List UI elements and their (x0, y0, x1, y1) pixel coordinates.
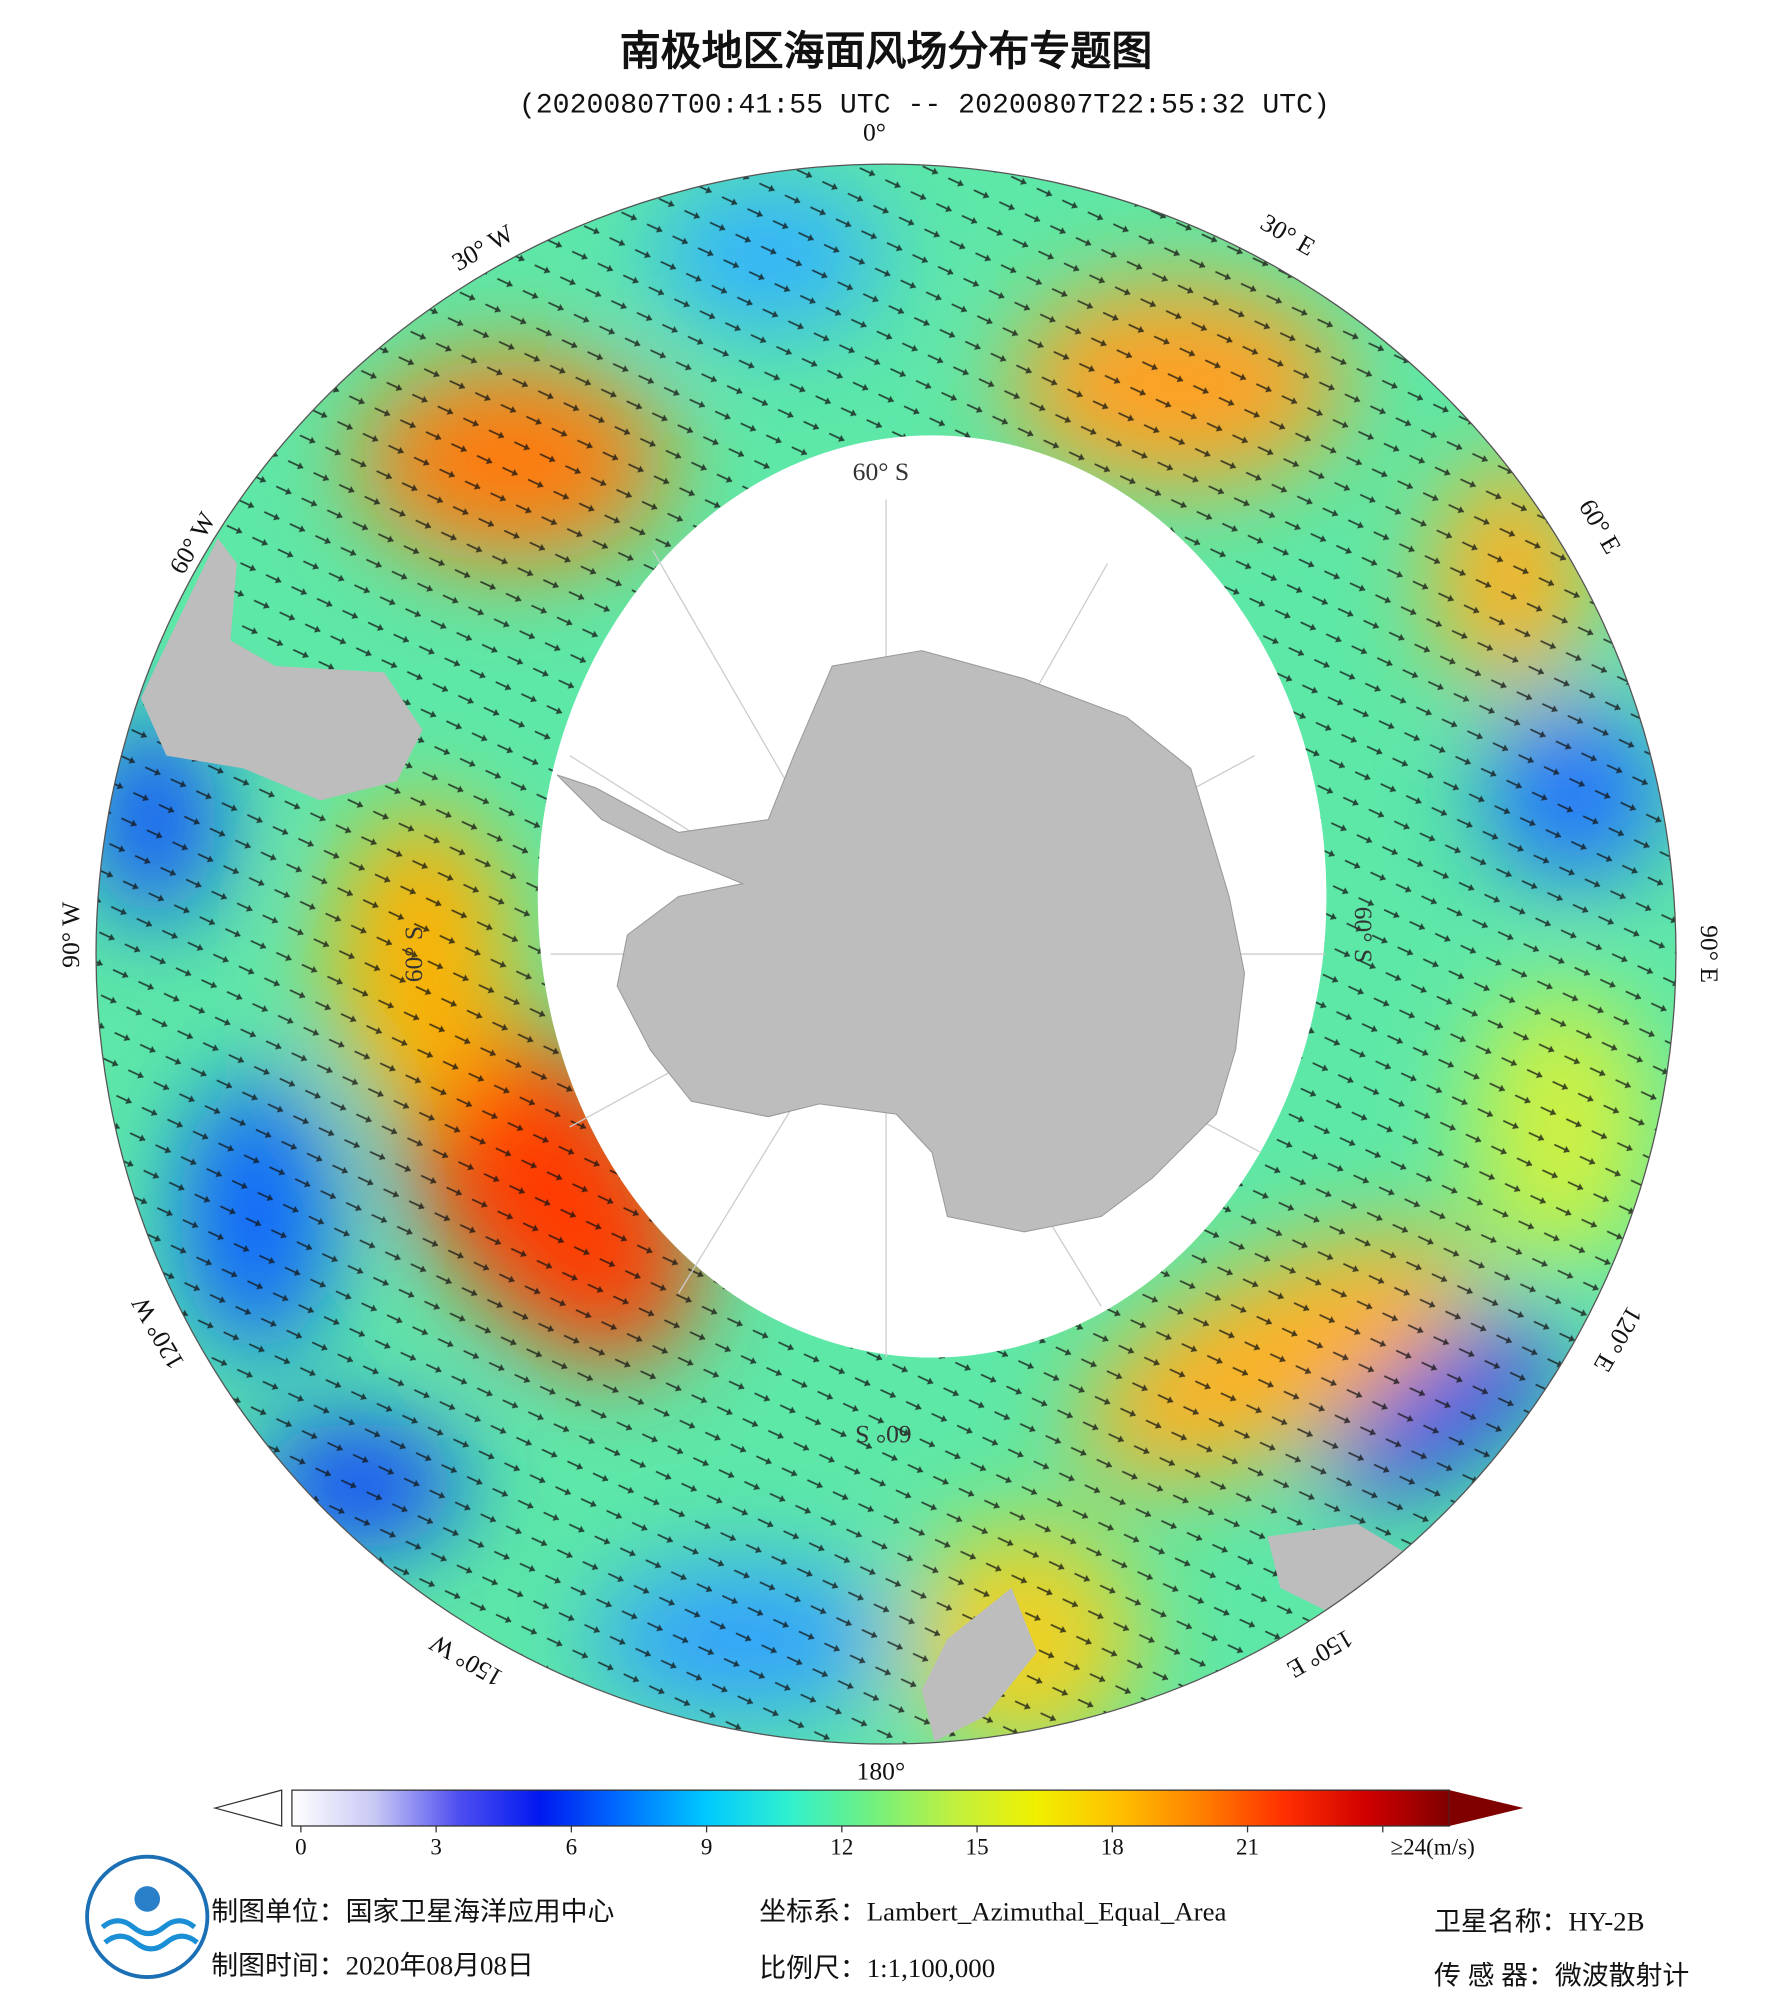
colorbar (291, 1789, 1450, 1827)
colorbar-tick-label: 6 (566, 1833, 578, 1859)
logo-ring (85, 1854, 210, 1979)
title: 南极地区海面风场分布专题图 (620, 27, 1153, 75)
colorbar-under-arrow (212, 1789, 283, 1827)
colorbar-tick-label: ≥24(m/s) (1390, 1833, 1474, 1859)
colorbar-tick-label: 12 (830, 1833, 853, 1859)
footer-projection: 坐标系：Lambert_Azimuthal_Equal_Area (759, 1896, 1226, 1926)
colorbar-tick-label: 0 (295, 1833, 307, 1859)
colorbar-tick-label: 9 (701, 1833, 713, 1859)
footer-date: 制图时间：2020年08月08日 (211, 1950, 534, 1980)
logo (85, 1854, 210, 1979)
longitude-label: 90° W (56, 901, 85, 968)
longitude-label: 180° (857, 1756, 906, 1785)
footer-unit: 制图单位：国家卫星海洋应用中心 (211, 1896, 614, 1926)
colorbar-over-arrow (1449, 1790, 1524, 1826)
longitude-label: 150° E (1282, 1624, 1358, 1684)
colorbar-tick-label: 21 (1236, 1833, 1259, 1859)
latitude-label: 60° S (399, 926, 428, 982)
longitude-label: 90° E (1695, 925, 1724, 983)
map-border (95, 163, 1677, 1745)
antarctica (556, 650, 1246, 1233)
logo-sun (134, 1886, 161, 1912)
footer-scale: 比例尺：1:1,100,000 (759, 1953, 995, 1983)
footer-satellite: 卫星名称：HY-2B (1434, 1907, 1645, 1937)
subtitle: (20200807T00:41:55 UTC -- 20200807T22:55… (519, 91, 1330, 122)
colorbar-tick-label: 3 (430, 1833, 442, 1859)
footer-sensor: 传 感 器：微波散射计 (1434, 1961, 1689, 1991)
longitude-label: 0° (863, 118, 886, 147)
latitude-label: 60° S (853, 457, 909, 486)
latitude-label: 60° S (855, 1420, 911, 1449)
logo-waves (100, 1918, 199, 1952)
longitude-label: 120° E (1588, 1302, 1648, 1378)
colorbar-tick-label: 15 (966, 1833, 989, 1859)
colorbar-tick-label: 18 (1101, 1833, 1124, 1859)
longitude-label: 30° E (1256, 208, 1321, 262)
longitude-label: 60° E (1573, 494, 1627, 559)
latitude-label: 60° S (1349, 907, 1378, 963)
